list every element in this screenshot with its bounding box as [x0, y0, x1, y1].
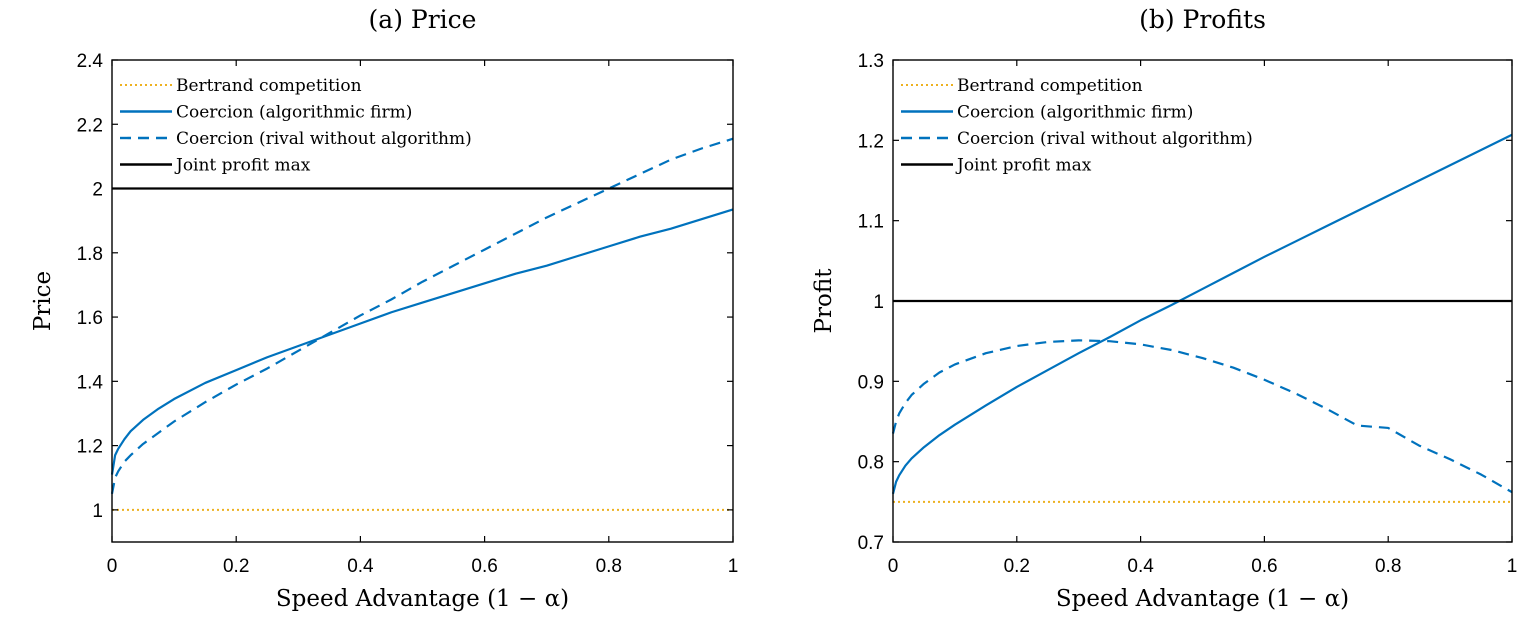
x-tick-label: 0.4: [347, 556, 374, 577]
y-tick-label: 1: [92, 501, 103, 522]
legend-entry-label: Coercion (rival without algorithm): [957, 129, 1253, 149]
x-tick-label: 0: [888, 556, 899, 577]
panel-profits: (b) Profits 0 0.2 0.4 0.6 0.8 1 0.7 0.8 0.9 1 1.1 1.…: [811, 5, 1517, 612]
panel-price: (a) Price 0 0.2 0.4 0.6 0.8 1 1 1.2 1.4 1.6 1.8 2 2.2…: [30, 5, 738, 612]
y-tick-label: 0.7: [858, 533, 884, 554]
y-axis-label: Profit: [811, 268, 837, 334]
y-tick-label: 1.2: [858, 131, 884, 152]
legend-entry-label: Coercion (algorithmic firm): [957, 103, 1193, 123]
chart-title: (a) Price: [369, 5, 477, 34]
x-tick-label: 1: [1507, 556, 1518, 577]
y-tick-label: 1.8: [77, 244, 103, 265]
x-tick-label: 0: [107, 556, 118, 577]
x-tick-label: 0.2: [223, 556, 249, 577]
x-tick-label: 0.6: [1251, 556, 1277, 577]
chart-title: (b) Profits: [1139, 5, 1266, 34]
legend-entry-label: Coercion (rival without algorithm): [176, 129, 472, 149]
x-tick-label: 0.8: [596, 556, 622, 577]
legend-entry-label: Coercion (algorithmic firm): [176, 103, 412, 123]
plot-frame: [111, 59, 734, 543]
y-tick-label: 0.8: [858, 453, 884, 474]
x-axis-label: Speed Advantage (1 − α): [1056, 586, 1349, 612]
y-tick-label: 1: [873, 292, 884, 313]
legend-entry-label: Joint profit max: [174, 156, 311, 176]
series-line-coercion-rival-without-algorithm: [891, 339, 1513, 494]
y-axis-label: Price: [30, 271, 56, 331]
y-tick-label: 0.9: [858, 372, 884, 393]
y-tick-label: 2.2: [77, 115, 103, 136]
y-tick-label: 1.2: [77, 437, 103, 458]
x-tick-label: 0.8: [1375, 556, 1401, 577]
x-tick-label: 0.4: [1127, 556, 1154, 577]
y-tick-label: 1.1: [858, 212, 884, 233]
legend: Bertrand competition Coercion (algorithmi…: [901, 76, 1253, 176]
legend: Bertrand competition Coercion (algorithmi…: [120, 76, 472, 176]
y-tick-label: 2: [92, 180, 103, 201]
x-axis-label: Speed Advantage (1 − α): [276, 586, 569, 612]
x-tick-label: 1: [728, 556, 739, 577]
x-tick-label: 0.2: [1004, 556, 1030, 577]
y-tick-label: 1.4: [77, 372, 104, 393]
y-tick-label: 1.6: [77, 308, 103, 329]
series-line-coercion-algorithmic-firm: [110, 208, 734, 475]
series-line-coercion-rival-without-algorithm: [110, 137, 734, 495]
x-tick-label: 0.6: [471, 556, 497, 577]
y-tick-label: 2.4: [77, 51, 104, 72]
series-line-coercion-algorithmic-firm: [891, 133, 1513, 495]
y-tick-label: 1.3: [858, 51, 884, 72]
legend-entry-label: Bertrand competition: [176, 76, 362, 96]
legend-entry-label: Bertrand competition: [957, 76, 1143, 96]
legend-entry-label: Joint profit max: [955, 156, 1092, 176]
